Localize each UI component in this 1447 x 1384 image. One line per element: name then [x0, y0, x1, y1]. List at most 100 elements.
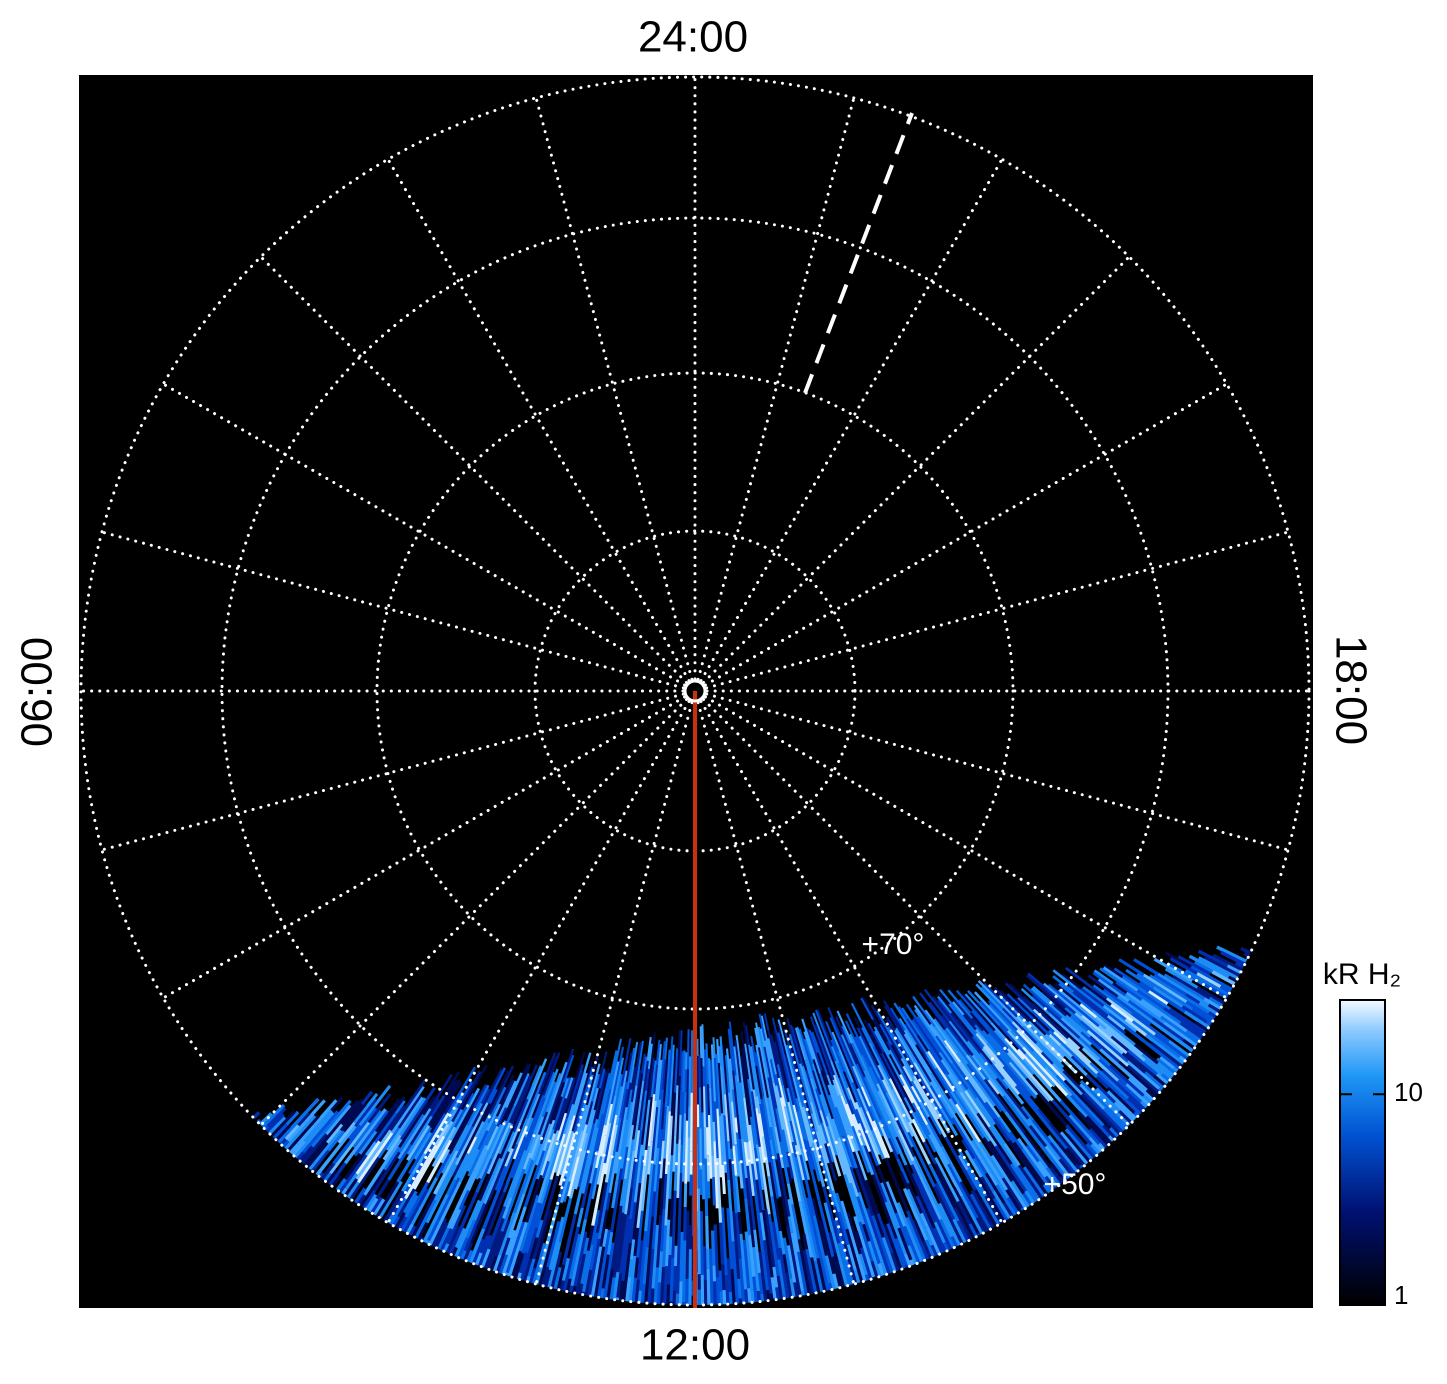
emission-strip: [274, 1124, 292, 1142]
emission-strip: [457, 1237, 469, 1259]
emission-strip: [1125, 1051, 1156, 1078]
emission-strip: [1078, 1036, 1112, 1067]
emission-strip: [1185, 1000, 1215, 1021]
emission-strip: [584, 1269, 593, 1296]
emission-strip: [735, 1132, 741, 1162]
emission-strip: [911, 1118, 926, 1143]
emission-strip: [453, 1217, 468, 1244]
emission-strip: [627, 1255, 637, 1302]
emission-strip: [657, 1251, 663, 1283]
emission-strip: [1079, 1020, 1129, 1063]
emission-strip: [722, 1115, 730, 1180]
emission-strip: [510, 1064, 538, 1125]
emission-strip: [328, 1121, 370, 1175]
emission-strip: [742, 1021, 755, 1090]
emission-strip: [664, 1162, 671, 1226]
emission-strip: [984, 1195, 1003, 1225]
emission-strip: [790, 1024, 804, 1067]
emission-strip: [529, 1134, 541, 1159]
emission-strip: [868, 1066, 879, 1085]
emission-strip: [872, 1237, 888, 1276]
emission-strip: [623, 1150, 636, 1215]
emission-strip: [266, 1107, 287, 1128]
emission-strip: [849, 1136, 868, 1181]
emission-strip: [796, 1111, 806, 1140]
emission-strip: [1036, 1160, 1058, 1188]
emission-strip: [477, 1153, 501, 1202]
emission-strip: [902, 1225, 921, 1264]
emission-strip: [652, 1064, 659, 1095]
emission-strip: [431, 1126, 457, 1168]
emission-strip: [886, 1084, 915, 1138]
emission-strip: [268, 1116, 287, 1135]
emission-strip: [823, 1202, 839, 1251]
emission-strip: [488, 1088, 498, 1104]
emission-strip: [467, 1158, 479, 1177]
emission-strip: [442, 1071, 460, 1097]
emission-strip: [1155, 1073, 1169, 1085]
emission-strip: [644, 1162, 654, 1232]
emission-strip: [786, 1245, 797, 1283]
emission-strip: [1043, 1066, 1073, 1097]
emission-strip: [792, 1027, 808, 1071]
emission-strip: [1022, 1058, 1062, 1103]
emission-strip: [498, 1074, 515, 1105]
emission-strip: [826, 1112, 839, 1142]
emission-strip: [1001, 1177, 1024, 1210]
emission-strip: [621, 1170, 631, 1213]
emission-strip: [715, 1053, 722, 1116]
emission-strip: [868, 1042, 894, 1090]
emission-strip: [567, 1130, 584, 1182]
emission-strip: [734, 1175, 741, 1213]
emission-strip: [864, 1179, 880, 1215]
emission-strip: [707, 1115, 713, 1179]
emission-strip: [774, 1074, 782, 1098]
emission-strip: [664, 1049, 671, 1108]
emission-strip: [816, 1009, 833, 1047]
emission-strip: [608, 1151, 618, 1194]
emission-strip: [913, 1004, 938, 1037]
emission-strip: [662, 1290, 667, 1305]
emission-strip: [1109, 1003, 1134, 1023]
emission-strip: [772, 1082, 785, 1131]
emission-strip: [894, 1039, 932, 1100]
emission-strip: [782, 1237, 793, 1279]
emission-strip: [728, 1291, 733, 1305]
emission-strip: [512, 1125, 528, 1160]
emission-strip: [946, 1163, 979, 1219]
emission-strip: [672, 1290, 677, 1305]
emission-strip: [792, 1104, 809, 1162]
emission-strip: [1063, 1079, 1112, 1130]
emission-strip: [1172, 975, 1211, 1000]
emission-strip: [1220, 950, 1246, 966]
emission-strip: [1048, 1166, 1064, 1185]
emission-strip: [1108, 1013, 1148, 1044]
meridian-line: [100, 692, 685, 852]
emission-strip: [560, 1077, 569, 1098]
emission-strip: [356, 1194, 366, 1206]
emission-strip: [1205, 1020, 1212, 1027]
emission-strip: [581, 1244, 594, 1293]
emission-strip: [1059, 1100, 1101, 1146]
emission-strip: [802, 1249, 815, 1294]
emission-strip: [500, 1168, 526, 1232]
emission-strip: [650, 1100, 657, 1142]
emission-strip: [809, 1146, 822, 1182]
emission-strip: [1183, 1010, 1210, 1029]
meridian-line: [705, 530, 1290, 690]
emission-strip: [609, 1117, 622, 1173]
emission-strip: [558, 1198, 572, 1243]
bottom-label: 12:00: [640, 1321, 750, 1370]
emission-strip: [556, 1264, 566, 1290]
emission-strip: [920, 1109, 944, 1148]
emission-strip: [555, 1176, 567, 1207]
emission-strip: [459, 1102, 491, 1163]
emission-strip: [980, 1015, 996, 1032]
emission-strip: [792, 1282, 799, 1297]
emission-strip: [860, 1054, 880, 1092]
emission-strip: [1169, 957, 1198, 976]
emission-strip: [637, 1060, 649, 1131]
emission-strip: [573, 1268, 580, 1287]
emission-strip: [1058, 1158, 1074, 1177]
